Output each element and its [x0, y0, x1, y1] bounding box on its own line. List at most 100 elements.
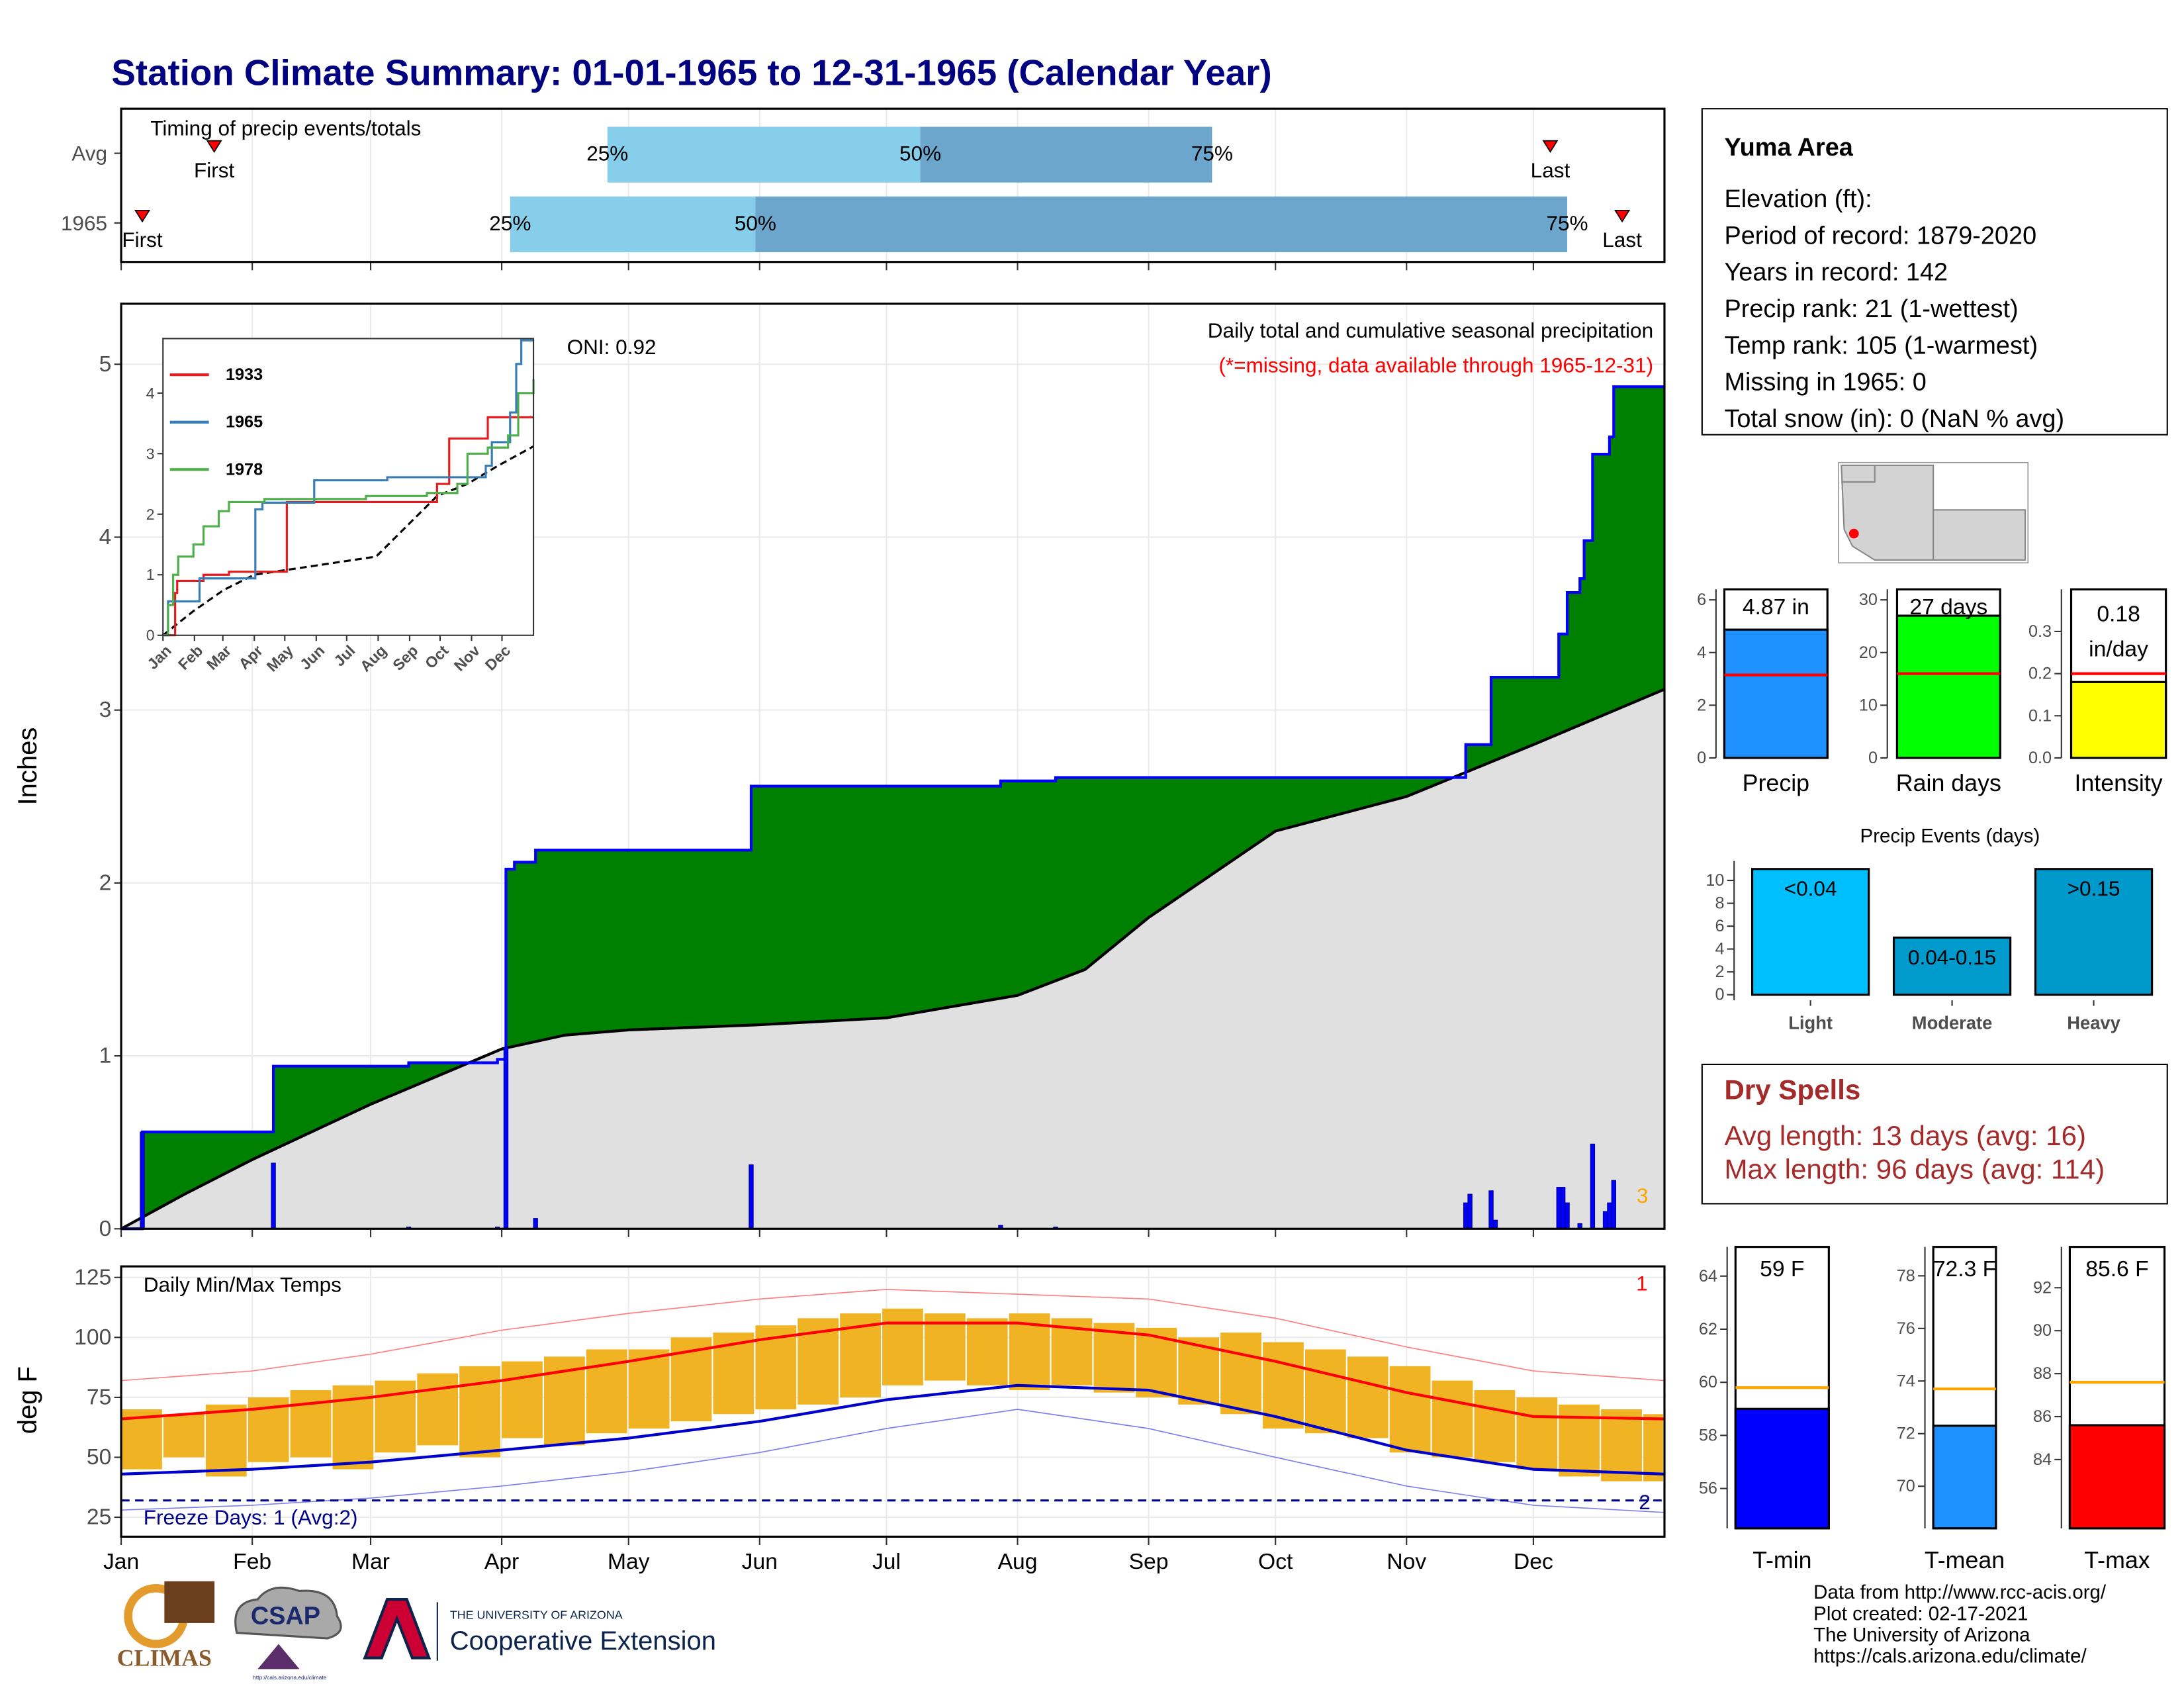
y-tick-label: 8	[1715, 894, 1724, 913]
csap-text: CSAP	[251, 1602, 320, 1630]
x-tick-label: Light	[1788, 1012, 1833, 1033]
daily-range	[205, 1404, 247, 1477]
y-tick-label: 56	[1699, 1479, 1717, 1498]
record-max-line	[121, 1289, 1665, 1382]
x-tick-label: Jan	[103, 1550, 139, 1574]
quartile-bar	[755, 196, 1568, 252]
missing-note: 3	[1637, 1184, 1649, 1207]
x-tick-label: Mar	[351, 1550, 390, 1574]
y-tick-label: 74	[1897, 1372, 1915, 1390]
y-tick-label: 2	[1697, 696, 1706, 714]
quartile-label: 50%	[735, 211, 776, 235]
y-tick-label: 25	[87, 1505, 111, 1530]
y-tick-label: 0.0	[2028, 749, 2052, 767]
daily-bar	[533, 1218, 538, 1229]
climas-logo	[164, 1581, 215, 1623]
panel-border	[120, 1265, 1666, 1538]
map-border	[1841, 465, 1876, 483]
chart-title: Precip Events (days)	[1860, 825, 2040, 847]
bar	[2070, 680, 2167, 759]
y-tick-label: 0	[1697, 749, 1706, 767]
daily-range	[882, 1308, 923, 1385]
quartile-bar	[510, 196, 756, 252]
daily-range	[1559, 1404, 1600, 1477]
daily-bar	[1590, 1143, 1596, 1229]
daily-bar	[1488, 1190, 1494, 1229]
daily-bar	[749, 1164, 754, 1229]
bar	[1892, 936, 2012, 996]
y-tick-label: 90	[2033, 1321, 2052, 1340]
daily-range	[417, 1373, 459, 1446]
university-text: THE UNIVERSITY OF ARIZONA	[450, 1608, 623, 1621]
daily-bar	[1556, 1187, 1561, 1229]
series-line	[163, 416, 534, 637]
info-line: Elevation (ft):	[1724, 185, 1872, 213]
panel-border	[120, 107, 1666, 263]
x-tick-label: Jul	[872, 1550, 901, 1574]
bar	[1932, 1425, 1997, 1530]
y-tick-label: 84	[2033, 1450, 2052, 1469]
average-line	[120, 688, 1665, 1231]
normal-max-line	[120, 1321, 1665, 1421]
daily-range	[1304, 1349, 1346, 1434]
page-title: Station Climate Summary: 01-01-1965 to 1…	[111, 52, 1271, 93]
daily-range	[1220, 1333, 1261, 1415]
quartile-bar	[607, 126, 921, 183]
daily-bar	[140, 1131, 145, 1229]
row-label: 1965	[61, 211, 107, 235]
y-tick-label: 86	[2033, 1407, 2052, 1426]
map-station	[1848, 528, 1859, 539]
y-tick-label: 0.2	[2028, 665, 2052, 683]
timing-title: Timing of precip events/totals	[150, 117, 421, 140]
quartile-label: 25%	[489, 211, 531, 235]
bar	[2068, 1424, 2166, 1530]
row-label: Avg	[71, 142, 107, 165]
x-tick-label: Nov	[1387, 1550, 1426, 1574]
daily-bar	[1467, 1194, 1473, 1229]
value-label: 59 F	[1760, 1257, 1804, 1282]
y-tick-label: 125	[74, 1265, 111, 1289]
category-label: Precip	[1743, 770, 1809, 796]
legend-label: 1965	[226, 413, 263, 432]
dry-spells-line: Avg length: 13 days (avg: 16)	[1724, 1120, 2086, 1151]
info-line: Precip rank: 21 (1-wettest)	[1724, 295, 2018, 323]
csap-logo	[234, 1586, 342, 1640]
event-label: First	[194, 158, 235, 182]
range-label: >0.15	[2068, 876, 2120, 900]
y-tick-label: 3	[99, 698, 112, 722]
y-tick-label: 0.1	[2028, 706, 2052, 725]
climas-text: CLIMAS	[117, 1645, 212, 1671]
chart-title: Daily Min/Max Temps	[144, 1272, 341, 1296]
daily-range	[1601, 1409, 1642, 1481]
y-tick-label: 0	[1868, 749, 1878, 767]
y-axis-label: deg F	[13, 1366, 42, 1434]
daily-bar	[1565, 1202, 1570, 1229]
range-label: 0.04-0.15	[1908, 945, 1996, 969]
value-label: 4.87 in	[1743, 595, 1809, 620]
y-tick-label: 10	[1706, 871, 1724, 890]
info-line: Temp rank: 105 (1-warmest)	[1724, 332, 2038, 359]
y-tick-label: 2	[99, 870, 112, 895]
normal-min-line	[121, 1383, 1665, 1476]
event-marker	[1542, 140, 1559, 154]
inset-border	[162, 338, 535, 636]
daily-range	[459, 1366, 500, 1458]
daily-bar	[503, 1047, 509, 1229]
event-label: First	[122, 228, 163, 252]
x-tick-label: Aug	[998, 1550, 1038, 1574]
y-tick-label: 5	[99, 352, 112, 377]
y-tick-label: 6	[1697, 590, 1706, 609]
daily-range	[1474, 1390, 1516, 1462]
unit-label: in/day	[2089, 637, 2148, 661]
max-count: 1	[1636, 1271, 1648, 1295]
bar	[1734, 1407, 1830, 1530]
category-label: Intensity	[2074, 770, 2162, 796]
footer-line: https://cals.arizona.edu/climate/	[1813, 1646, 2087, 1667]
y-tick-label: 4	[99, 525, 112, 549]
logos: CLIMAS CSAP http://cals.arizona.edu/clim…	[117, 1581, 716, 1681]
legend-label: 1933	[226, 365, 263, 384]
oni-annotation: ONI: 0.92	[567, 335, 657, 359]
y-tick-label: 4	[1715, 940, 1724, 959]
x-tick-label: Moderate	[1912, 1012, 1993, 1033]
daily-bar	[1560, 1187, 1566, 1229]
